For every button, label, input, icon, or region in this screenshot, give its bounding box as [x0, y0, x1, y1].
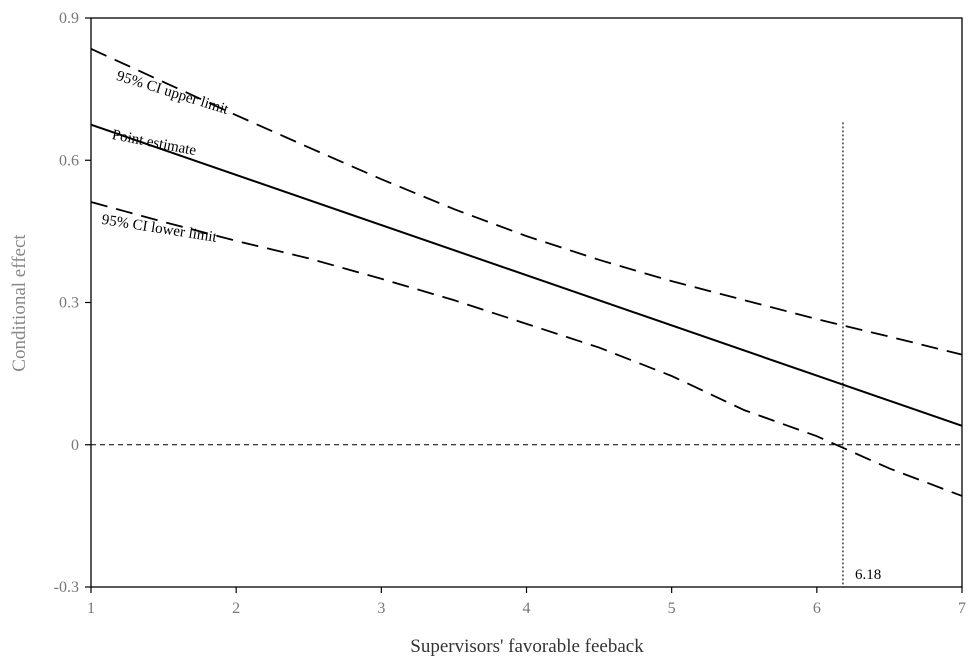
- x-tick-label: 2: [232, 600, 240, 617]
- x-tick-label: 1: [87, 600, 95, 617]
- series-line-95-ci-lower-limit: [91, 202, 962, 496]
- y-tick-label: 0.6: [59, 152, 79, 169]
- x-tick-label: 5: [668, 600, 676, 617]
- series-label: 95% CI upper limit: [114, 68, 231, 118]
- series-label: Point estimate: [111, 127, 198, 159]
- reference-lines: 6.18: [91, 122, 962, 587]
- x-tick-label: 7: [958, 600, 966, 617]
- series-line-point-estimate: [91, 125, 962, 426]
- series-label: 95% CI lower limit: [101, 212, 219, 246]
- series-line-95-ci-upper-limit: [91, 49, 962, 355]
- y-tick-label: 0: [71, 437, 79, 454]
- x-tick-label: 6: [813, 600, 821, 617]
- x-axis-title: Supervisors' favorable feeback: [410, 636, 644, 657]
- y-axis-title: Conditional effect: [9, 234, 30, 372]
- x-tick-label: 4: [523, 600, 531, 617]
- johnson-neyman-value-label: 6.18: [855, 567, 881, 583]
- y-tick-label: 0.9: [59, 10, 79, 27]
- series-labels: 95% CI upper limit Point estimate 95% CI l…: [101, 68, 231, 246]
- y-tick-label: 0.3: [59, 295, 79, 312]
- y-tick-label: -0.3: [54, 579, 79, 596]
- x-tick-label: 3: [377, 600, 385, 617]
